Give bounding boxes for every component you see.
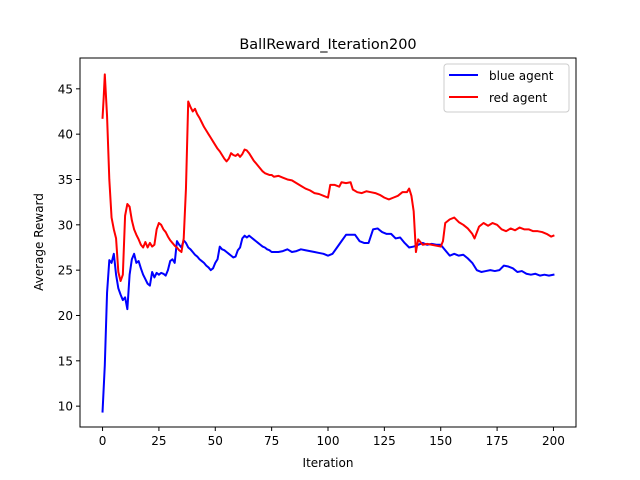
y-tick-label: 15	[58, 354, 73, 368]
y-tick-label: 30	[58, 218, 73, 232]
y-axis-ticks: 10 15 20 25 30 35 40 45	[58, 82, 80, 414]
y-tick-label: 25	[58, 264, 73, 278]
series-line-red-agent	[101, 73, 555, 283]
y-axis-title: Average Reward	[32, 193, 46, 291]
x-tick-label: 175	[486, 434, 509, 448]
x-tick-label: 50	[208, 434, 223, 448]
x-axis-title: Iteration	[303, 456, 354, 470]
series-line-blue-agent	[101, 227, 555, 413]
y-tick-label: 40	[58, 128, 73, 142]
x-tick-label: 0	[99, 434, 107, 448]
x-tick-label: 25	[151, 434, 166, 448]
chart-title: BallReward_Iteration200	[239, 37, 416, 53]
legend: blue agent red agent	[443, 63, 570, 113]
x-tick-label: 100	[317, 434, 340, 448]
legend-label-blue-agent: blue agent	[489, 69, 554, 83]
plot-series	[101, 73, 555, 413]
x-tick-label: 75	[264, 434, 279, 448]
x-tick-label: 150	[429, 434, 452, 448]
y-tick-label: 45	[58, 82, 73, 96]
y-tick-label: 10	[58, 400, 73, 414]
y-tick-label: 20	[58, 309, 73, 323]
x-axis-ticks: 0 25 50 75 100 125 150 175 200	[99, 427, 565, 448]
x-tick-label: 125	[373, 434, 396, 448]
x-tick-label: 200	[542, 434, 565, 448]
y-tick-label: 35	[58, 173, 73, 187]
legend-label-red-agent: red agent	[489, 91, 547, 105]
